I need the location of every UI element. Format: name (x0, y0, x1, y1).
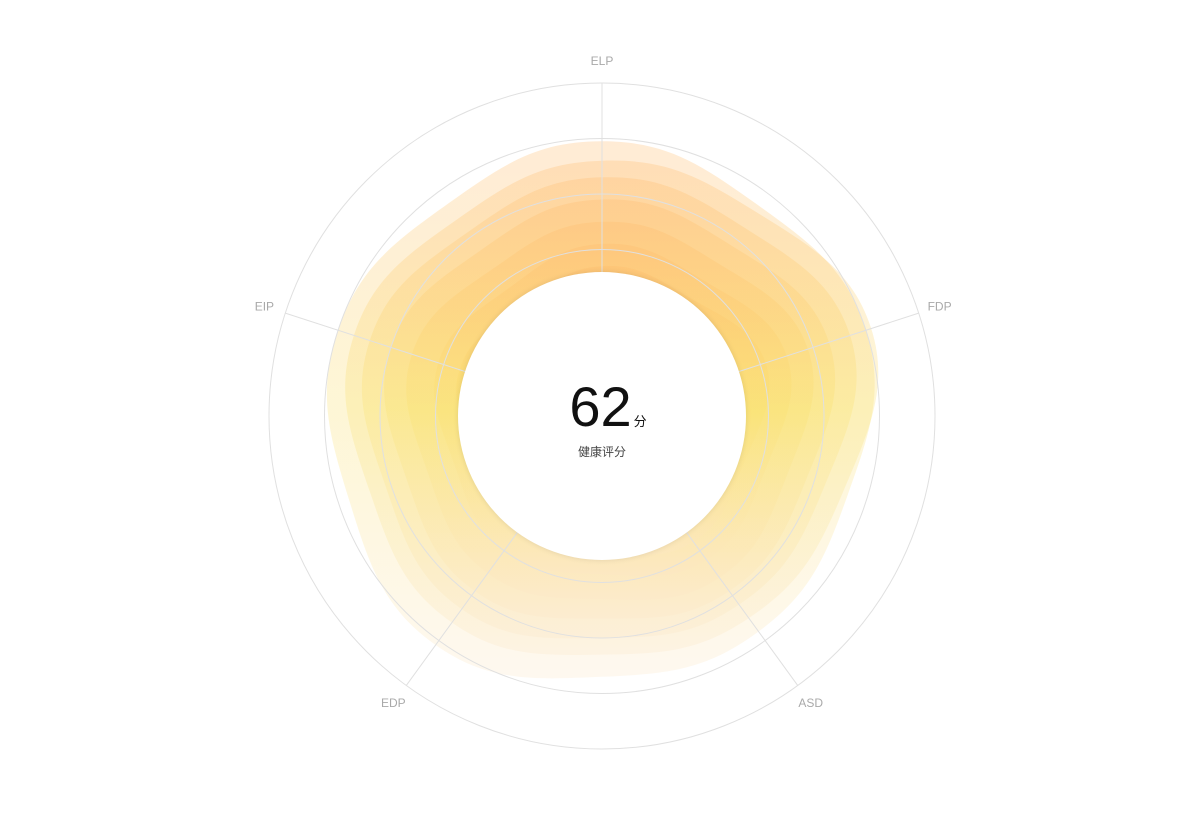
axis-label-edp: EDP (381, 696, 406, 710)
axis-label-fdp: FDP (928, 299, 952, 313)
score-unit: 分 (633, 414, 647, 430)
axis-labels: ELP FDP ASD EDP EIP (255, 54, 952, 710)
axis-label-elp: ELP (591, 54, 614, 68)
axis-label-eip: EIP (255, 299, 274, 313)
score-caption: 健康评分 (577, 444, 626, 459)
score-value: 62 (569, 374, 632, 438)
score-line: 62 分 (569, 374, 647, 438)
score-center: 62 分 健康评分 (458, 272, 746, 560)
axis-label-asd: ASD (798, 696, 823, 710)
